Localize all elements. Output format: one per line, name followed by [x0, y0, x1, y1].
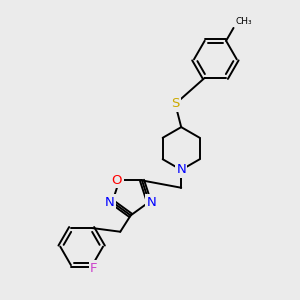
Text: F: F: [90, 262, 98, 275]
Text: N: N: [104, 196, 114, 208]
Text: N: N: [147, 196, 156, 208]
Text: N: N: [176, 164, 186, 176]
Text: CH₃: CH₃: [235, 16, 252, 26]
Text: O: O: [112, 174, 122, 187]
Text: S: S: [171, 98, 179, 110]
